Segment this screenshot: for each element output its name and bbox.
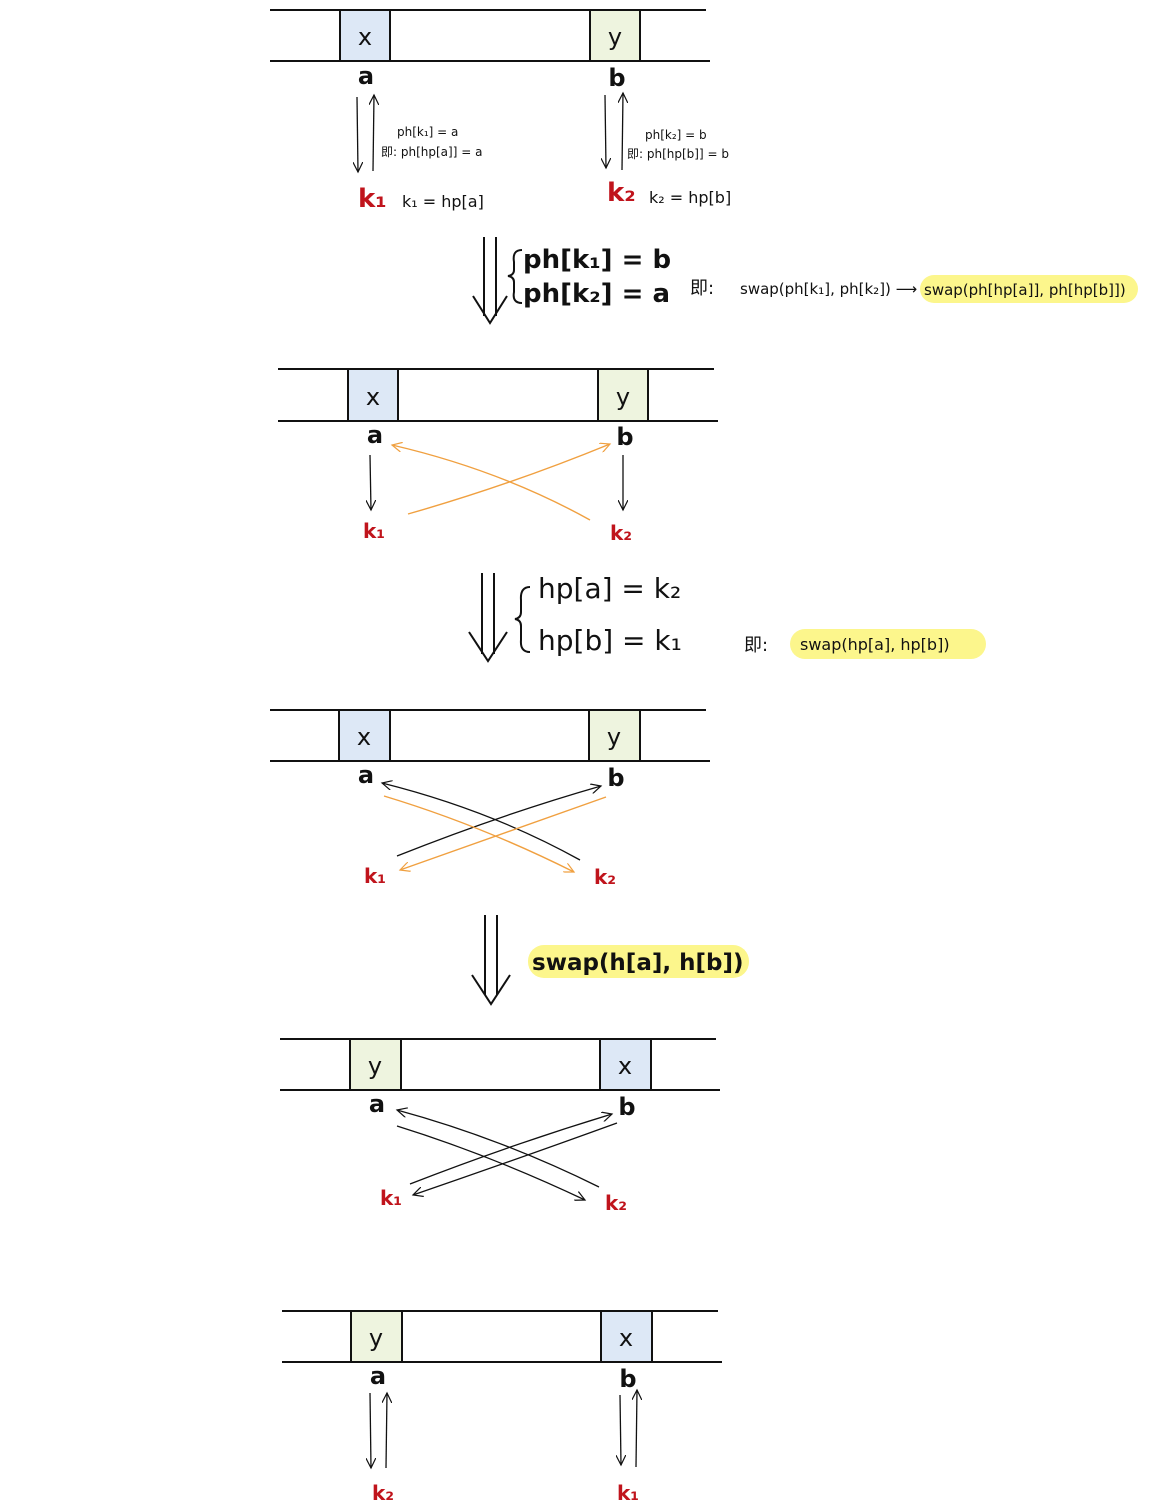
cell-x — [600, 1310, 653, 1363]
double-down-arrow-3 — [471, 915, 511, 1006]
pos-b-label: b — [616, 423, 633, 451]
cell-right-value: x — [619, 1324, 633, 1352]
k2-label: k₂ — [605, 1191, 627, 1215]
brace-1 — [507, 249, 523, 304]
t1-note-prefix: 即: — [690, 278, 714, 299]
step4-array: y x a b — [280, 1038, 720, 1121]
t1-line2: ph[k₂] = a — [523, 279, 670, 309]
cell-right-value: y — [608, 23, 622, 51]
t3-note-highlight: swap(h[a], h[b]) — [532, 950, 743, 976]
cell-x — [599, 1038, 652, 1091]
cell-left-value: x — [366, 383, 380, 411]
pos-b-label: b — [618, 1093, 635, 1121]
cell-left-value: y — [369, 1324, 383, 1352]
pos-b-label: b — [607, 764, 624, 792]
cell-y — [588, 709, 641, 762]
cell-right-value: x — [618, 1052, 632, 1080]
pos-a-label: a — [358, 62, 374, 90]
highlight-1 — [920, 275, 1138, 303]
k1-label: k₁ — [358, 184, 387, 214]
k1-label: k₁ — [380, 1186, 402, 1210]
eq-k2: k₂ = hp[b] — [649, 188, 731, 207]
k2-label: k₂ — [372, 1481, 394, 1505]
k1-label: k₁ — [364, 864, 386, 888]
step3-arrows — [382, 783, 607, 873]
cell-x — [339, 9, 391, 62]
k1-label: k₁ — [363, 519, 385, 543]
step4-arrows — [397, 1110, 618, 1200]
eq-k1: k₁ = hp[a] — [402, 192, 484, 211]
double-down-arrow-1 — [472, 237, 508, 325]
pos-b-label: b — [619, 1365, 636, 1393]
t2-note-highlight: swap(hp[a], hp[b]) — [800, 635, 950, 654]
highlight-3 — [528, 945, 749, 978]
cell-y — [349, 1038, 402, 1091]
pos-a-label: a — [369, 1090, 385, 1118]
step1-arrows — [357, 93, 623, 172]
highlight-2 — [790, 629, 986, 659]
note-left-2: 即: ph[hp[a]] = a — [381, 145, 482, 159]
t1-note-plain: swap(ph[k₁], ph[k₂]) ⟶ — [740, 280, 917, 298]
cell-y — [350, 1310, 403, 1363]
note-left-1: ph[k₁] = a — [397, 125, 458, 139]
cell-left-value: x — [357, 723, 371, 751]
step2-arrows — [370, 444, 623, 521]
note-right-1: ph[k₂] = b — [645, 128, 707, 142]
cell-left-value: x — [358, 23, 372, 51]
pos-b-label: b — [608, 64, 625, 92]
cell-left-value: y — [368, 1052, 382, 1080]
pos-a-label: a — [370, 1362, 386, 1390]
step5-array: y x a b — [282, 1310, 722, 1393]
step5-arrows — [370, 1390, 637, 1468]
t1-note-highlight: swap(ph[hp[a]], ph[hp[b]]) — [924, 281, 1126, 299]
k1-label: k₁ — [617, 1481, 639, 1505]
step1-array: x y a b — [270, 9, 710, 92]
k2-label: k₂ — [607, 178, 636, 208]
brace-2 — [514, 586, 531, 653]
cell-right-value: y — [607, 723, 621, 751]
note-right-2: 即: ph[hp[b]] = b — [627, 147, 729, 161]
cell-x — [338, 709, 391, 762]
cell-right-value: y — [616, 383, 630, 411]
cell-y — [597, 368, 649, 422]
cell-x — [347, 368, 399, 422]
step2-array: x y a b — [278, 368, 718, 451]
k2-label: k₂ — [610, 521, 632, 545]
step3-array: x y a b — [270, 709, 710, 792]
pos-a-label: a — [367, 421, 383, 449]
t1-line1: ph[k₁] = b — [523, 245, 671, 275]
pos-a-label: a — [358, 761, 374, 789]
double-down-arrow-2 — [468, 573, 508, 663]
k2-label: k₂ — [594, 865, 616, 889]
cell-y — [589, 9, 641, 62]
t2-note-prefix: 即: — [744, 635, 768, 656]
t2-line1: hp[a] = k₂ — [538, 572, 681, 605]
t2-line2: hp[b] = k₁ — [538, 624, 682, 657]
